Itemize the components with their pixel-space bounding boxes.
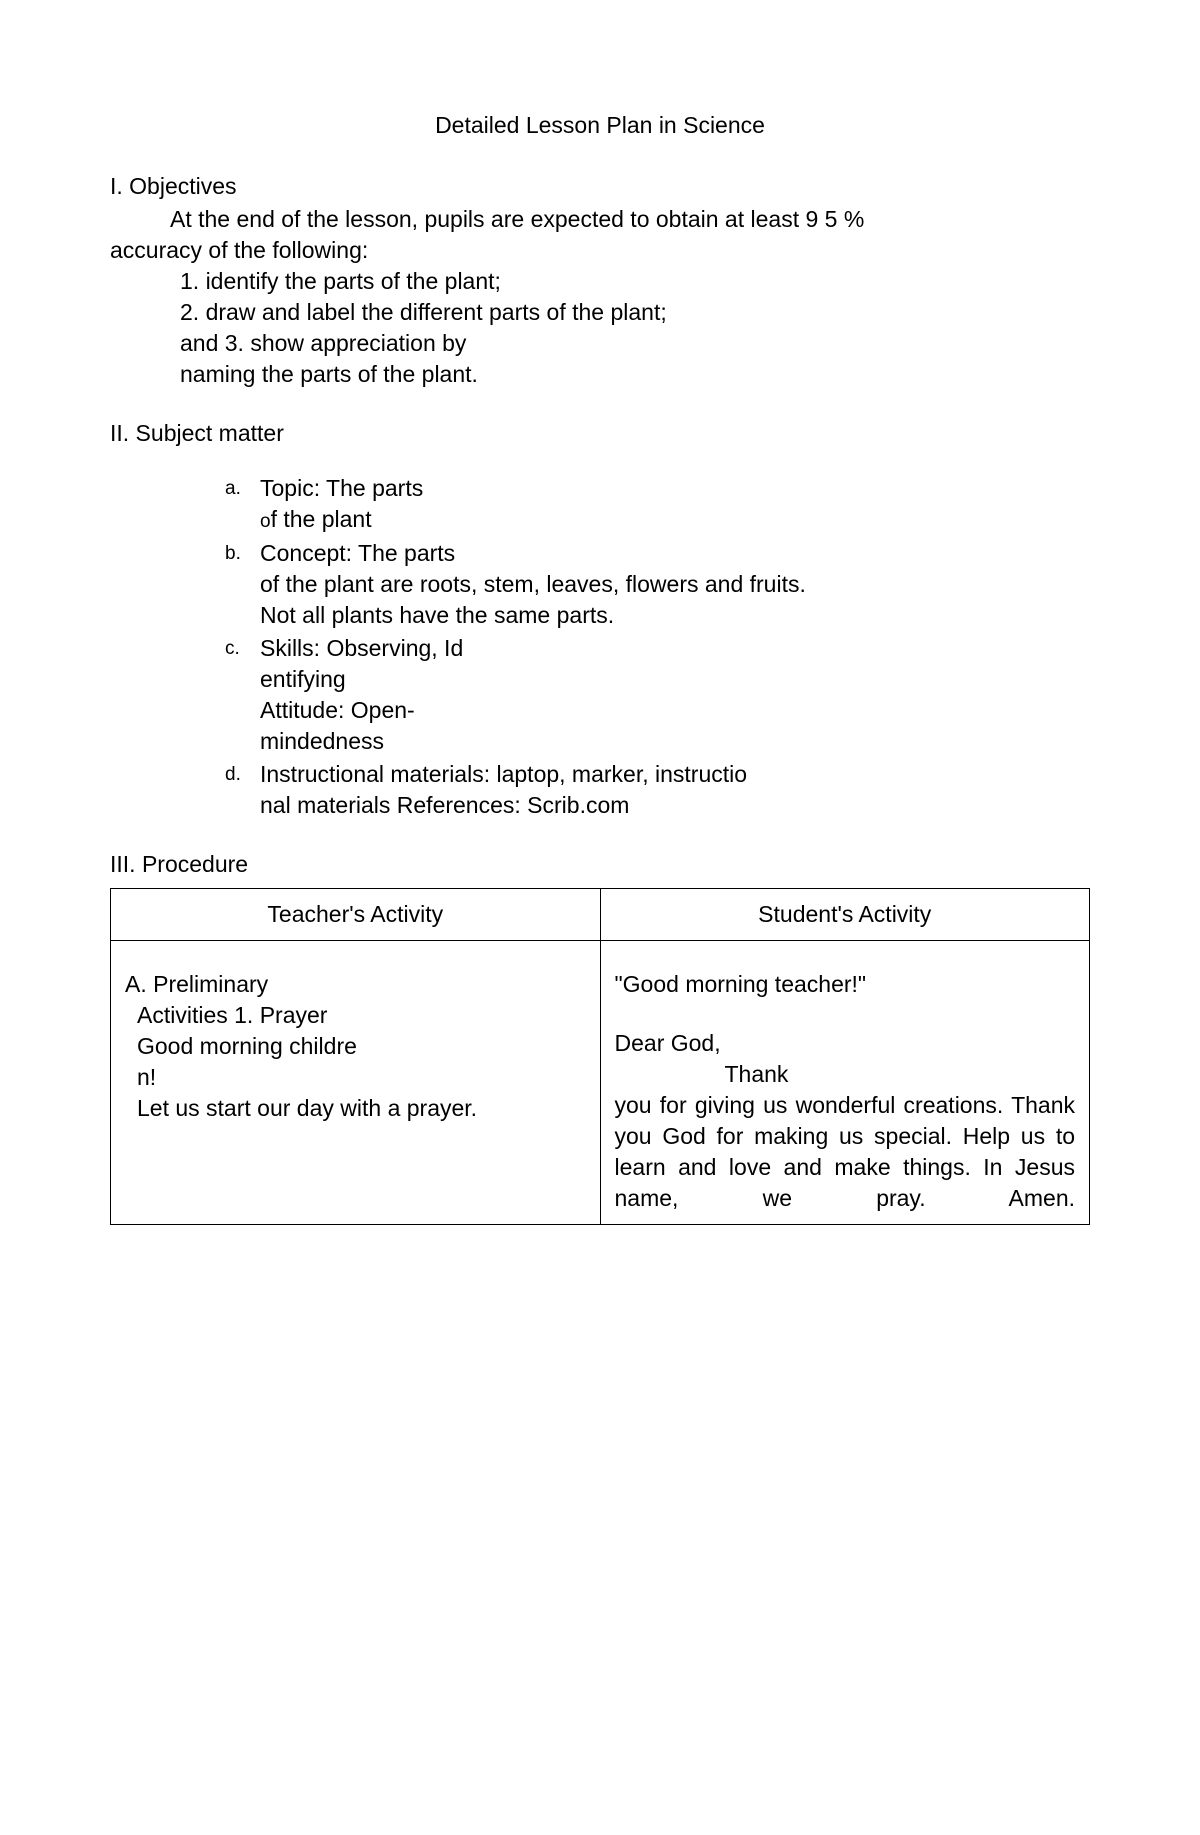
section-subject-matter: II. Subject matter a. Topic: The parts o…	[110, 418, 1090, 821]
list-marker: b.	[225, 538, 260, 631]
item-c-line2: entifying	[260, 664, 1090, 695]
subject-matter-list: a. Topic: The parts of the plant b. Conc…	[110, 473, 1090, 821]
teacher-line3: Good morning childre	[125, 1031, 586, 1062]
item-b-line3: Not all plants have the same parts.	[260, 600, 1090, 631]
list-marker: d.	[225, 759, 260, 821]
objectives-intro-line1: At the end of the lesson, pupils are exp…	[110, 204, 1090, 235]
item-c-line1: Skills: Observing, Id	[260, 633, 1090, 664]
subject-item-a: a. Topic: The parts of the plant	[225, 473, 1090, 535]
student-prayer-dear: Dear God,	[615, 1028, 1076, 1059]
item-c-line4: mindedness	[260, 726, 1090, 757]
subject-item-b: b. Concept: The parts of the plant are r…	[225, 538, 1090, 631]
objectives-heading: I. Objectives	[110, 171, 1090, 202]
objective-item-2: 2. draw and label the different parts of…	[110, 297, 1090, 328]
item-c-line3: Attitude: Open-	[260, 695, 1090, 726]
teacher-line1: A. Preliminary	[125, 969, 586, 1000]
student-activity-header: Student's Activity	[600, 888, 1090, 940]
document-title: Detailed Lesson Plan in Science	[110, 110, 1090, 141]
item-a-line2: of the plant	[260, 504, 1090, 535]
item-d-line1: Instructional materials: laptop, marker,…	[260, 759, 1090, 790]
section-procedure: III. Procedure Teacher's Activity Studen…	[110, 849, 1090, 1225]
list-marker: a.	[225, 473, 260, 535]
student-activity-cell: "Good morning teacher!" Dear God, Thank …	[600, 941, 1090, 1225]
item-d-line2: nal materials References: Scrib.com	[260, 790, 1090, 821]
table-header-row: Teacher's Activity Student's Activity	[111, 888, 1090, 940]
item-b-line1: Concept: The parts	[260, 538, 1090, 569]
objective-item-3b: naming the parts of the plant.	[110, 359, 1090, 390]
section-objectives: I. Objectives At the end of the lesson, …	[110, 171, 1090, 390]
list-marker: c.	[225, 633, 260, 757]
objective-item-3a: and 3. show appreciation by	[110, 328, 1090, 359]
teacher-line5: Let us start our day with a prayer.	[125, 1093, 586, 1124]
subject-item-c: c. Skills: Observing, Id entifying Attit…	[225, 633, 1090, 757]
student-prayer-thank: Thank	[615, 1059, 1076, 1090]
procedure-heading: III. Procedure	[110, 849, 1090, 880]
subject-matter-heading: II. Subject matter	[110, 418, 1090, 449]
teacher-line4: n!	[125, 1062, 586, 1093]
student-prayer-body: you for giving us wonderful creations. T…	[615, 1090, 1076, 1214]
teacher-line2: Activities 1. Prayer	[125, 1000, 586, 1031]
procedure-table: Teacher's Activity Student's Activity A.…	[110, 888, 1090, 1225]
item-b-line2: of the plant are roots, stem, leaves, fl…	[260, 569, 1090, 600]
student-greeting: "Good morning teacher!"	[615, 969, 1076, 1000]
item-a-line1: Topic: The parts	[260, 473, 1090, 504]
table-row: A. Preliminary Activities 1. Prayer Good…	[111, 941, 1090, 1225]
objectives-intro-line2: accuracy of the following:	[110, 235, 1090, 266]
objective-item-1: 1. identify the parts of the plant;	[110, 266, 1090, 297]
teacher-activity-header: Teacher's Activity	[111, 888, 601, 940]
document-page: Detailed Lesson Plan in Science I. Objec…	[0, 0, 1200, 1835]
subject-item-d: d. Instructional materials: laptop, mark…	[225, 759, 1090, 821]
teacher-activity-cell: A. Preliminary Activities 1. Prayer Good…	[111, 941, 601, 1225]
